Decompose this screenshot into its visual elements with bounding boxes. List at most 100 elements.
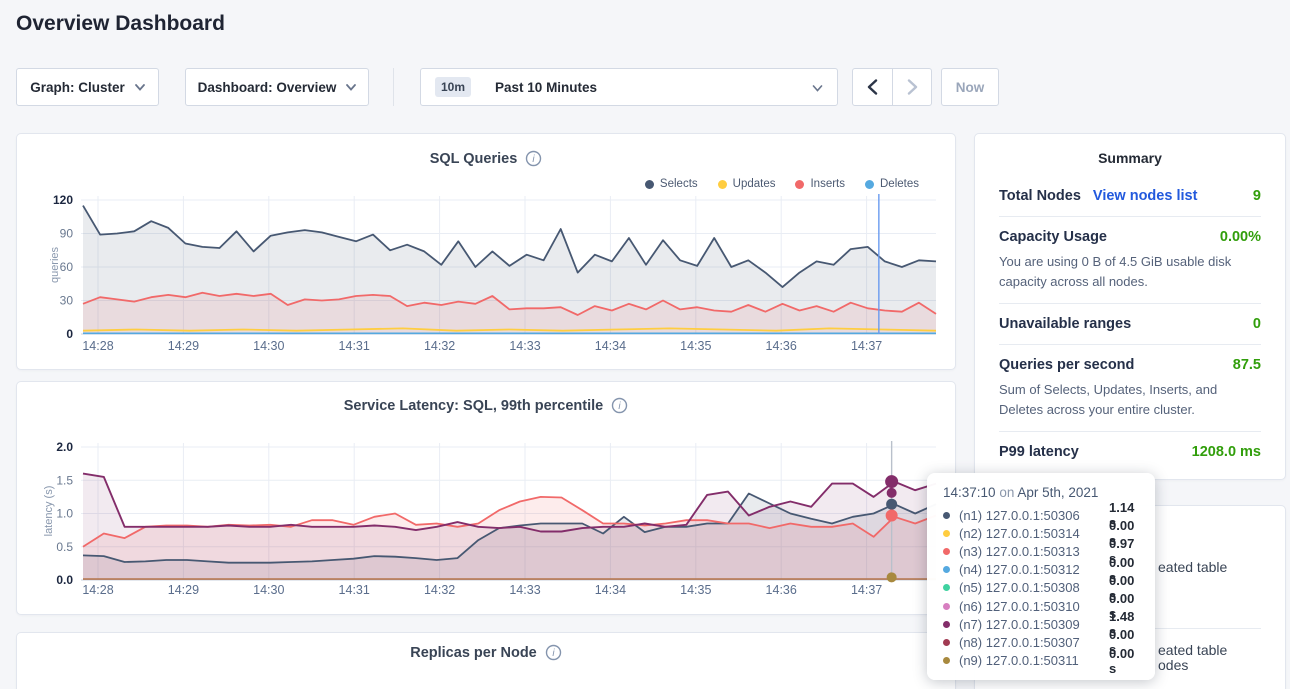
node-color-dot bbox=[943, 584, 950, 591]
chevron-down-icon bbox=[812, 85, 823, 92]
info-icon[interactable]: i bbox=[525, 150, 542, 167]
legend-dot bbox=[645, 180, 654, 189]
time-range-dropdown[interactable]: 10m Past 10 Minutes bbox=[420, 68, 838, 106]
toolbar-divider bbox=[393, 68, 394, 106]
sql-queries-chart[interactable]: 14:2814:2914:3014:3114:3214:3314:3414:35… bbox=[17, 192, 957, 358]
y-tick-label: 2.0 bbox=[56, 440, 73, 454]
summary-row-value: 1208.0 ms bbox=[1192, 444, 1261, 460]
time-step-buttons bbox=[852, 68, 932, 106]
summary-row-main: Total NodesView nodes list9 bbox=[999, 188, 1261, 204]
x-tick-label: 14:32 bbox=[424, 339, 455, 353]
prev-time-button[interactable] bbox=[853, 69, 892, 105]
x-tick-label: 14:29 bbox=[168, 339, 199, 353]
summary-row-value: 87.5 bbox=[1233, 357, 1261, 373]
y-tick-label: 1.5 bbox=[56, 473, 73, 487]
legend-item-updates[interactable]: Updates bbox=[718, 178, 776, 190]
summary-row-link[interactable]: View nodes list bbox=[1093, 188, 1198, 204]
legend-label: Deletes bbox=[880, 178, 919, 190]
x-tick-label: 14:34 bbox=[595, 583, 626, 597]
legend-dot bbox=[795, 180, 804, 189]
chart-title: SQL Queries bbox=[430, 151, 518, 167]
info-icon[interactable]: i bbox=[611, 397, 628, 414]
svg-text:i: i bbox=[619, 401, 622, 412]
chevron-right-icon bbox=[907, 79, 918, 95]
node-address: (n6) 127.0.0.1:50310 bbox=[959, 599, 1109, 614]
summary-row-label: P99 latency bbox=[999, 444, 1079, 460]
legend-label: Updates bbox=[733, 178, 776, 190]
time-range-badge: 10m bbox=[435, 77, 471, 97]
y-tick-label: 30 bbox=[60, 294, 74, 308]
next-time-button[interactable] bbox=[892, 69, 931, 105]
toolbar: Graph: Cluster Dashboard: Overview 10m P… bbox=[0, 68, 1290, 106]
chart-legend: Selects Updates Inserts Deletes bbox=[645, 178, 919, 190]
summary-row-main: Unavailable ranges 0 bbox=[999, 316, 1261, 332]
x-tick-label: 14:30 bbox=[253, 339, 284, 353]
node-color-dot bbox=[943, 639, 950, 646]
legend-label: Inserts bbox=[810, 178, 845, 190]
graph-dropdown[interactable]: Graph: Cluster bbox=[16, 68, 159, 106]
node-color-dot bbox=[943, 566, 950, 573]
x-tick-label: 14:35 bbox=[680, 339, 711, 353]
summary-row-value: 0 bbox=[1253, 316, 1261, 332]
x-tick-label: 14:37 bbox=[851, 339, 882, 353]
node-address: (n7) 127.0.0.1:50309 bbox=[959, 617, 1109, 632]
node-latency-value: 0.00 s bbox=[1109, 646, 1139, 676]
dashboard-dropdown[interactable]: Dashboard: Overview bbox=[185, 68, 369, 106]
x-tick-label: 14:34 bbox=[595, 339, 626, 353]
summary-row-value: 9 bbox=[1253, 188, 1261, 204]
hover-point bbox=[886, 499, 897, 510]
x-tick-label: 14:32 bbox=[424, 583, 455, 597]
node-address: (n2) 127.0.0.1:50314 bbox=[959, 526, 1109, 541]
x-tick-label: 14:33 bbox=[509, 583, 540, 597]
summary-heading: Summary bbox=[999, 150, 1261, 176]
node-color-dot bbox=[943, 512, 950, 519]
y-tick-label: 120 bbox=[53, 193, 73, 207]
x-tick-label: 14:36 bbox=[766, 583, 797, 597]
hover-point bbox=[887, 488, 897, 498]
x-tick-label: 14:37 bbox=[851, 583, 882, 597]
chevron-left-icon bbox=[867, 79, 878, 95]
summary-row-main: P99 latency 1208.0 ms bbox=[999, 444, 1261, 460]
x-tick-label: 14:31 bbox=[339, 339, 370, 353]
node-address: (n5) 127.0.0.1:50308 bbox=[959, 580, 1109, 595]
node-color-dot bbox=[943, 548, 950, 555]
node-address: (n4) 127.0.0.1:50312 bbox=[959, 562, 1109, 577]
tooltip-node-row: (n9) 127.0.0.1:503110.00 s bbox=[943, 652, 1139, 670]
x-tick-label: 14:31 bbox=[339, 583, 370, 597]
node-address: (n9) 127.0.0.1:50311 bbox=[959, 653, 1109, 668]
x-tick-label: 14:36 bbox=[766, 339, 797, 353]
chart-hover-tooltip: 14:37:10 on Apr 5th, 2021 (n1) 127.0.0.1… bbox=[927, 473, 1155, 680]
graph-dropdown-label: Graph: Cluster bbox=[30, 80, 125, 95]
event-text-fragment: eated table bbox=[1158, 642, 1227, 658]
node-address: (n3) 127.0.0.1:50313 bbox=[959, 544, 1109, 559]
page-title: Overview Dashboard bbox=[16, 12, 225, 36]
summary-row-value: 0.00% bbox=[1220, 229, 1261, 245]
legend-item-deletes[interactable]: Deletes bbox=[865, 178, 919, 190]
service-latency-chart[interactable]: 14:2814:2914:3014:3114:3214:3314:3414:35… bbox=[17, 439, 957, 603]
node-color-dot bbox=[943, 530, 950, 537]
summary-row: Total NodesView nodes list9 bbox=[999, 176, 1261, 216]
summary-row-subtext: Sum of Selects, Updates, Inserts, and De… bbox=[999, 380, 1261, 419]
y-tick-label: 60 bbox=[60, 260, 74, 274]
x-tick-label: 14:30 bbox=[253, 583, 284, 597]
node-address: (n8) 127.0.0.1:50307 bbox=[959, 635, 1109, 650]
x-tick-label: 14:28 bbox=[82, 583, 113, 597]
chevron-down-icon bbox=[135, 84, 145, 91]
y-tick-label: 90 bbox=[60, 227, 74, 241]
summary-row: P99 latency 1208.0 ms bbox=[999, 431, 1261, 472]
legend-item-inserts[interactable]: Inserts bbox=[795, 178, 845, 190]
hover-point bbox=[885, 475, 898, 488]
legend-item-selects[interactable]: Selects bbox=[645, 178, 698, 190]
chevron-down-icon bbox=[346, 84, 356, 91]
info-icon[interactable]: i bbox=[545, 644, 562, 661]
tooltip-timestamp: 14:37:10 on Apr 5th, 2021 bbox=[943, 485, 1139, 500]
hover-point bbox=[886, 509, 898, 521]
svg-text:i: i bbox=[552, 648, 555, 659]
summary-row-label: Unavailable ranges bbox=[999, 316, 1131, 332]
x-tick-label: 14:33 bbox=[509, 339, 540, 353]
time-range-label: Past 10 Minutes bbox=[495, 80, 597, 95]
summary-row-label: Queries per second bbox=[999, 357, 1134, 373]
x-tick-label: 14:29 bbox=[168, 583, 199, 597]
now-button[interactable]: Now bbox=[941, 68, 999, 106]
chart-title: Replicas per Node bbox=[410, 645, 537, 661]
